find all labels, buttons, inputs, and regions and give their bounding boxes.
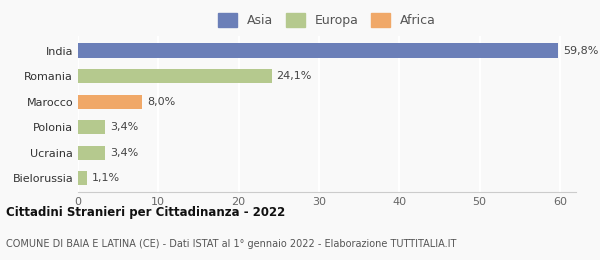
Text: 1,1%: 1,1% <box>92 173 120 183</box>
Text: 3,4%: 3,4% <box>110 122 139 132</box>
Text: Cittadini Stranieri per Cittadinanza - 2022: Cittadini Stranieri per Cittadinanza - 2… <box>6 206 285 219</box>
Bar <box>78 69 272 83</box>
Text: 3,4%: 3,4% <box>110 148 139 158</box>
Bar <box>78 43 559 57</box>
Text: 8,0%: 8,0% <box>147 97 175 107</box>
Bar <box>78 120 106 134</box>
Bar <box>78 95 142 109</box>
Text: COMUNE DI BAIA E LATINA (CE) - Dati ISTAT al 1° gennaio 2022 - Elaborazione TUTT: COMUNE DI BAIA E LATINA (CE) - Dati ISTA… <box>6 239 457 249</box>
Bar <box>78 171 87 185</box>
Text: 59,8%: 59,8% <box>563 46 599 56</box>
Bar <box>78 146 106 160</box>
Legend: Asia, Europa, Africa: Asia, Europa, Africa <box>214 8 440 32</box>
Text: 24,1%: 24,1% <box>277 71 312 81</box>
